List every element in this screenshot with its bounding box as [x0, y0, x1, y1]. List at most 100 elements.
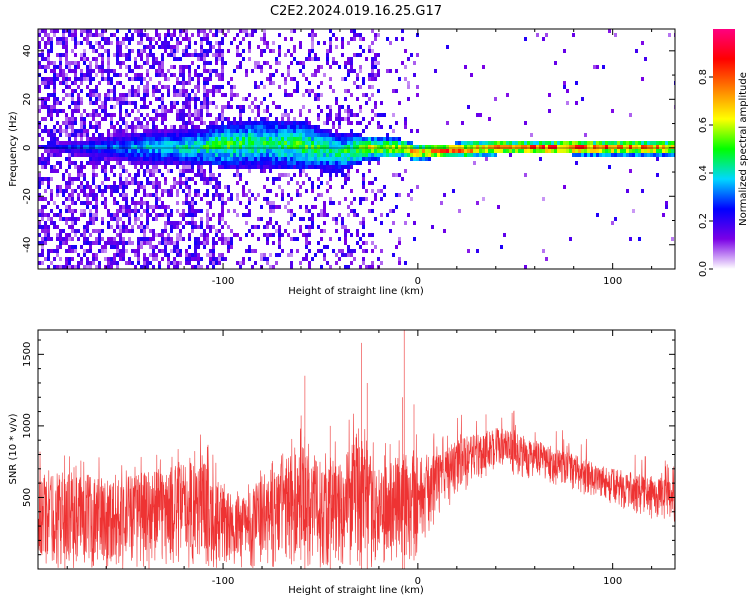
heatmap-cell: [314, 33, 317, 37]
heatmap-cell: [194, 93, 197, 97]
heatmap-cell: [647, 153, 650, 157]
heatmap-cell: [245, 205, 248, 209]
heatmap-cell: [65, 29, 68, 33]
heatmap-cell: [287, 113, 290, 117]
heatmap-cell: [473, 141, 476, 145]
heatmap-cell: [617, 149, 620, 153]
heatmap-cell: [161, 61, 164, 65]
heatmap-cell: [338, 237, 341, 241]
heatmap-cell: [113, 213, 116, 217]
heatmap-cell: [248, 161, 251, 165]
heatmap-cell: [110, 237, 113, 241]
heatmap-cell: [74, 101, 77, 105]
heatmap-cell: [389, 41, 392, 45]
heatmap-cell: [68, 197, 71, 201]
heatmap-cell: [200, 257, 203, 261]
heatmap-cell: [128, 77, 131, 81]
heatmap-cell: [173, 133, 176, 137]
heatmap-cell: [131, 137, 134, 141]
heatmap-cell: [245, 249, 248, 253]
heatmap-cell: [116, 157, 119, 161]
heatmap-cell: [170, 249, 173, 253]
heatmap-cell: [398, 257, 401, 261]
heatmap-cell: [341, 173, 344, 177]
heatmap-cell: [335, 37, 338, 41]
heatmap-cell: [545, 149, 548, 153]
heatmap-cell: [47, 133, 50, 137]
heatmap-cell: [143, 201, 146, 205]
heatmap-cell: [83, 165, 86, 169]
heatmap-cell: [374, 177, 377, 181]
heatmap-cell: [200, 37, 203, 41]
heatmap-cell: [347, 105, 350, 109]
heatmap-cell: [140, 141, 143, 145]
heatmap-cell: [164, 149, 167, 153]
heatmap-cell: [176, 41, 179, 45]
heatmap-cell: [239, 141, 242, 145]
heatmap-cell: [71, 181, 74, 185]
heatmap-cell: [68, 133, 71, 137]
heatmap-cell: [122, 85, 125, 89]
heatmap-cell: [122, 225, 125, 229]
heatmap-cell: [50, 177, 53, 181]
heatmap-cell: [296, 189, 299, 193]
heatmap-cell: [71, 217, 74, 221]
heatmap-cell: [521, 149, 524, 153]
heatmap-cell: [164, 165, 167, 169]
heatmap-cell: [95, 229, 98, 233]
heatmap-cell: [41, 101, 44, 105]
heatmap-cell: [365, 249, 368, 253]
heatmap-cell: [365, 137, 368, 141]
heatmap-cell: [212, 193, 215, 197]
heatmap-cell: [341, 37, 344, 41]
heatmap-cell: [350, 249, 353, 253]
heatmap-cell: [161, 213, 164, 217]
heatmap-cell: [341, 249, 344, 253]
heatmap-cell: [290, 153, 293, 157]
heatmap-cell: [188, 237, 191, 241]
heatmap-cell: [194, 213, 197, 217]
heatmap-cell: [581, 141, 584, 145]
heatmap-cell: [152, 149, 155, 153]
heatmap-cell: [245, 33, 248, 37]
heatmap-cell: [50, 169, 53, 173]
heatmap-cell: [239, 149, 242, 153]
heatmap-cell: [59, 129, 62, 133]
heatmap-cell: [122, 157, 125, 161]
heatmap-cell: [494, 149, 497, 153]
heatmap-cell: [44, 101, 47, 105]
heatmap-cell: [365, 125, 368, 129]
heatmap-cell: [212, 133, 215, 137]
heatmap-cell: [482, 145, 485, 149]
heatmap-cell: [209, 133, 212, 137]
heatmap-cell: [149, 153, 152, 157]
heatmap-cell: [194, 153, 197, 157]
heatmap-cell: [65, 37, 68, 41]
heatmap-cell: [395, 141, 398, 145]
heatmap-cell: [134, 193, 137, 197]
heatmap-cell: [194, 109, 197, 113]
heatmap-cell: [74, 29, 77, 33]
heatmap-cell: [191, 77, 194, 81]
heatmap-cell: [323, 169, 326, 173]
snr-y-tick-label: 1500: [22, 342, 33, 367]
heatmap-cell: [287, 121, 290, 125]
heatmap-cell: [167, 93, 170, 97]
heatmap-cell: [308, 249, 311, 253]
heatmap-cell: [98, 141, 101, 145]
heatmap-cell: [176, 225, 179, 229]
heatmap-cell: [221, 69, 224, 73]
heatmap-cell: [47, 265, 50, 269]
heatmap-cell: [290, 253, 293, 257]
heatmap-cell: [125, 125, 128, 129]
heatmap-cell: [206, 237, 209, 241]
heatmap-cell: [311, 33, 314, 37]
heatmap-cell: [200, 73, 203, 77]
heatmap-cell: [74, 89, 77, 93]
heatmap-cell: [257, 193, 260, 197]
heatmap-cell: [158, 197, 161, 201]
heatmap-cell: [107, 61, 110, 65]
heatmap-cell: [209, 173, 212, 177]
heatmap-cell: [59, 101, 62, 105]
heatmap-cell: [440, 201, 443, 205]
